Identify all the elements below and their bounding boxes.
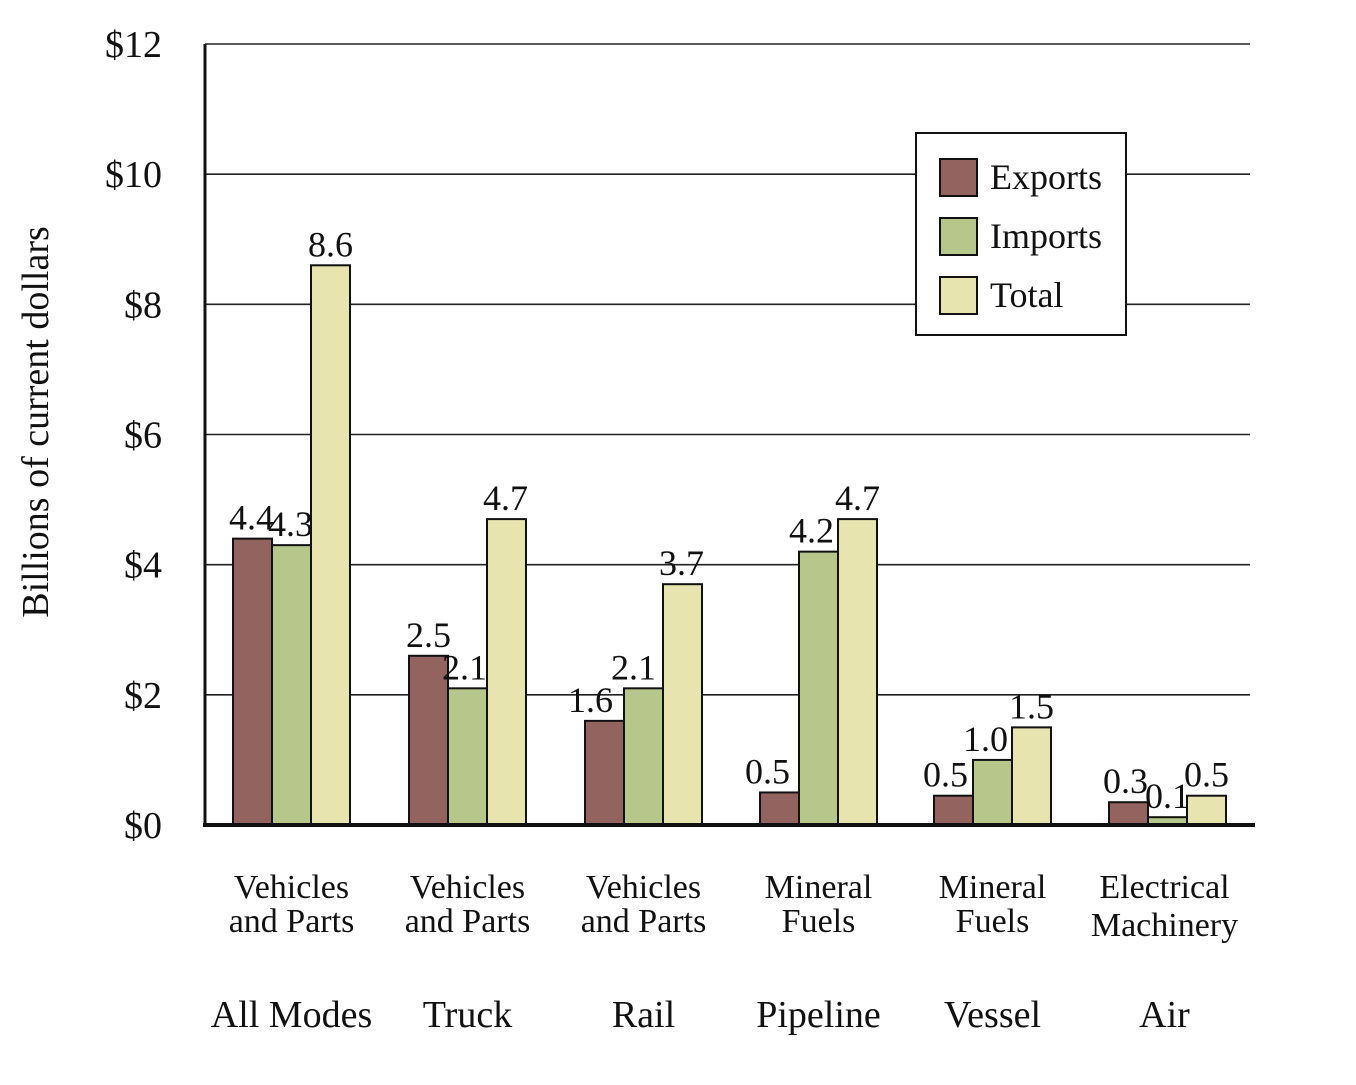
mode-label: Truck bbox=[423, 994, 512, 1036]
mode-label: Rail bbox=[612, 994, 675, 1036]
bar-total bbox=[486, 518, 527, 826]
data-label-imports: 2.1 bbox=[611, 647, 656, 687]
category-label: and Parts bbox=[581, 903, 707, 940]
category-label: Machinery bbox=[1091, 907, 1238, 944]
data-labels: 4.44.38.62.52.14.71.62.13.70.54.24.70.51… bbox=[229, 224, 1229, 816]
gridlines bbox=[205, 43, 1250, 696]
bar-exports bbox=[232, 537, 273, 827]
y-tick-label: $10 bbox=[105, 154, 162, 196]
legend-swatch-total bbox=[939, 276, 978, 315]
legend-swatch-exports bbox=[939, 158, 978, 197]
mode-label: All Modes bbox=[211, 994, 373, 1036]
data-label-exports: 1.6 bbox=[568, 680, 613, 720]
bar-imports bbox=[972, 758, 1013, 827]
mode-label: Vessel bbox=[944, 994, 1041, 1036]
bar-total bbox=[1186, 794, 1227, 827]
data-label-total: 3.7 bbox=[659, 543, 704, 583]
data-label-total: 8.6 bbox=[308, 224, 353, 264]
bar-total bbox=[662, 583, 703, 826]
y-axis-label: Billions of current dollars bbox=[15, 226, 57, 618]
data-label-total: 0.5 bbox=[1184, 755, 1229, 795]
data-label-imports: 4.3 bbox=[268, 504, 313, 544]
category-label: Mineral bbox=[765, 869, 873, 906]
data-label-imports: 1.0 bbox=[963, 719, 1008, 759]
legend-label-exports: Exports bbox=[990, 157, 1102, 197]
data-label-imports: 0.1 bbox=[1145, 776, 1190, 816]
data-label-exports: 2.5 bbox=[406, 615, 451, 655]
legend: Exports Imports Total bbox=[915, 132, 1127, 336]
bar-total bbox=[1011, 726, 1052, 826]
bars bbox=[232, 264, 1227, 827]
bar-imports bbox=[623, 687, 664, 827]
bar-exports bbox=[759, 791, 800, 826]
y-tick-label: $8 bbox=[124, 284, 162, 326]
bar-exports bbox=[1108, 801, 1149, 826]
mode-label: Pipeline bbox=[756, 994, 881, 1036]
data-label-total: 4.7 bbox=[835, 478, 880, 518]
data-label-total: 1.5 bbox=[1009, 686, 1054, 726]
category-label: Vehicles bbox=[586, 869, 701, 906]
y-tick-label: $6 bbox=[124, 415, 162, 457]
bar-imports bbox=[447, 687, 488, 827]
data-label-total: 4.7 bbox=[483, 478, 528, 518]
bar-imports bbox=[798, 550, 839, 827]
data-label-exports: 0.5 bbox=[745, 751, 790, 791]
data-label-imports: 4.2 bbox=[789, 511, 834, 551]
bar-total bbox=[310, 264, 351, 826]
y-tick-label: $4 bbox=[124, 545, 162, 587]
category-label: and Parts bbox=[405, 903, 531, 940]
bar-imports bbox=[271, 544, 312, 826]
category-label: Mineral bbox=[939, 869, 1047, 906]
data-label-exports: 0.5 bbox=[923, 755, 968, 795]
category-label: Vehicles bbox=[234, 869, 349, 906]
category-label: and Parts bbox=[229, 903, 355, 940]
legend-swatch-imports bbox=[939, 217, 978, 256]
category-label: Electrical bbox=[1099, 869, 1229, 906]
bar-exports bbox=[584, 719, 625, 826]
data-label-exports: 0.3 bbox=[1103, 761, 1148, 801]
legend-label-imports: Imports bbox=[990, 216, 1102, 256]
y-tick-label: $12 bbox=[105, 24, 162, 66]
bar-total bbox=[837, 518, 878, 826]
y-tick-label: $2 bbox=[124, 675, 162, 717]
mode-label: Air bbox=[1139, 994, 1190, 1036]
bar-exports bbox=[933, 794, 974, 827]
category-label: Fuels bbox=[782, 903, 856, 940]
data-label-exports: 4.4 bbox=[229, 498, 274, 538]
data-label-imports: 2.1 bbox=[442, 647, 487, 687]
y-tick-label: $0 bbox=[124, 805, 162, 847]
axes: $0 $2 $4 $6 $8 $10 $12 bbox=[105, 24, 1255, 847]
legend-label-total: Total bbox=[990, 275, 1063, 315]
category-label: Fuels bbox=[956, 903, 1030, 940]
category-label: Vehicles bbox=[410, 869, 525, 906]
